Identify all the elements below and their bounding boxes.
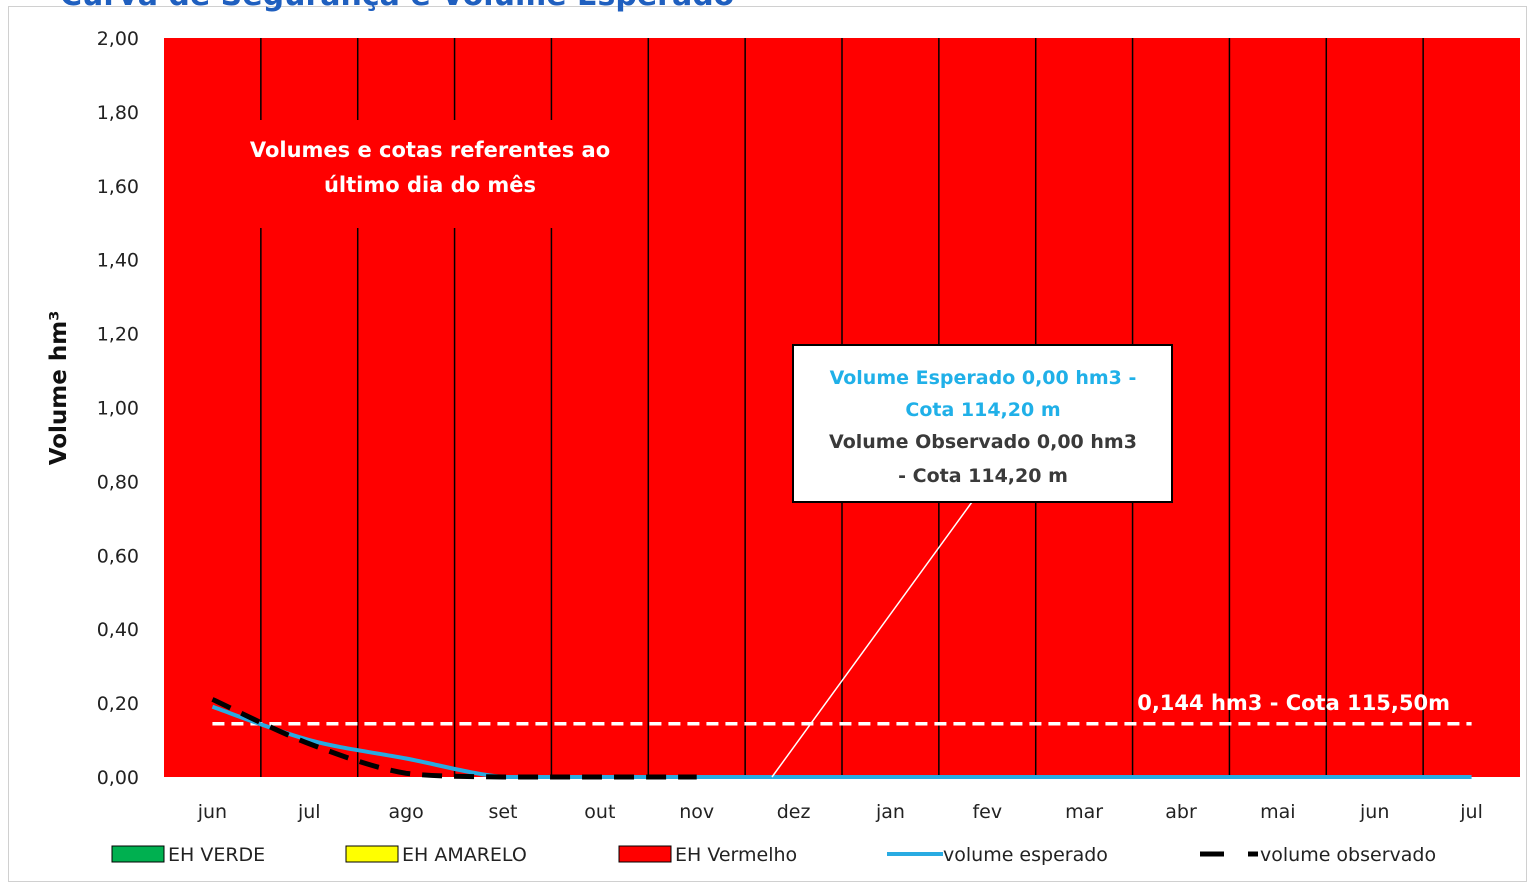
chart-title: Curva de Segurança e Volume Esperado [60, 0, 734, 13]
y-axis-label: Volume hm³ [46, 311, 72, 466]
x-axis-ticks: jun jul ago set out nov dez jan fev mar abr mai jun j… [197, 801, 1483, 823]
legend-item: EH AMARELO [345, 844, 527, 866]
x-tick-label: jul [1459, 801, 1483, 823]
note-background [238, 120, 628, 228]
legend-label: volume esperado [943, 844, 1108, 866]
x-tick-label: jun [1359, 801, 1389, 823]
threshold-label: 0,144 hm3 - Cota 115,50m [1137, 691, 1450, 715]
y-tick-label: 0,20 [97, 693, 139, 715]
y-tick-label: 1,80 [97, 102, 139, 124]
series-line-volume-esperado [211, 704, 1472, 780]
legend-swatch [111, 845, 165, 863]
note-line-1: Volumes e cotas referentes ao [250, 138, 610, 162]
series-layer [211, 697, 1472, 780]
threshold-layer: 0,144 hm3 - Cota 115,50m [212, 691, 1472, 726]
callout-leader-line [771, 501, 973, 778]
chart-frame [8, 6, 1527, 882]
legend-item: volume esperado [887, 844, 1108, 866]
note-annotation: Volumes e cotas referentes ao último dia… [250, 138, 610, 197]
x-tick-label: nov [679, 801, 714, 823]
x-tick-label: jan [875, 801, 905, 823]
legend: EH VERDE EH AMARELO EH Vermelho volume espe… [111, 844, 1436, 866]
x-tick-label: ago [388, 801, 423, 823]
y-tick-label: 0,80 [97, 471, 139, 493]
x-tick-label: dez [777, 801, 811, 823]
x-tick-label: mai [1260, 801, 1295, 823]
legend-label: volume observado [1260, 844, 1436, 866]
vertical-gridlines [238, 38, 1424, 777]
y-axis-ticks: 0,00 0,20 0,40 0,60 0,80 1,00 1,20 1,40 1,60 1,80… [97, 28, 139, 789]
y-tick-label: 1,20 [97, 324, 139, 346]
y-tick-label: 0,60 [97, 545, 139, 567]
y-tick-label: 0,00 [97, 767, 139, 789]
legend-label: EH Vermelho [675, 844, 797, 866]
x-tick-label: jun [197, 801, 227, 823]
legend-item: EH VERDE [111, 844, 265, 866]
legend-label: EH AMARELO [402, 844, 527, 866]
legend-item: EH Vermelho [618, 844, 797, 866]
callout-box-bg [792, 344, 1173, 503]
legend-label: EH VERDE [168, 844, 265, 866]
x-tick-label: fev [972, 801, 1002, 823]
y-tick-label: 1,60 [97, 176, 139, 198]
callout-line-1: Volume Esperado 0,00 hm3 - [830, 367, 1137, 389]
note-line-2: último dia do mês [324, 173, 536, 197]
chart-title-strip: Curva de Segurança e Volume Esperado [0, 0, 1530, 18]
callout-line-2: Cota 114,20 m [905, 399, 1060, 421]
legend-item: volume observado [1200, 844, 1436, 866]
y-tick-label: 2,00 [97, 28, 139, 50]
callout-line-3: Volume Observado 0,00 hm3 [829, 431, 1137, 453]
legend-swatch [618, 845, 672, 863]
callout-box: Volume Esperado 0,00 hm3 - Cota 114,20 m… [792, 344, 1173, 503]
x-tick-label: jul [297, 801, 321, 823]
callout-line-4: - Cota 114,20 m [898, 465, 1068, 487]
y-tick-label: 0,40 [97, 619, 139, 641]
x-tick-label: abr [1165, 801, 1197, 823]
x-tick-label: set [488, 801, 517, 823]
y-tick-label: 1,40 [97, 250, 139, 272]
y-tick-label: 1,00 [97, 398, 139, 420]
callout-leader [771, 501, 973, 778]
legend-swatch [345, 845, 399, 863]
x-tick-label: out [584, 801, 615, 823]
x-tick-label: mar [1065, 801, 1103, 823]
